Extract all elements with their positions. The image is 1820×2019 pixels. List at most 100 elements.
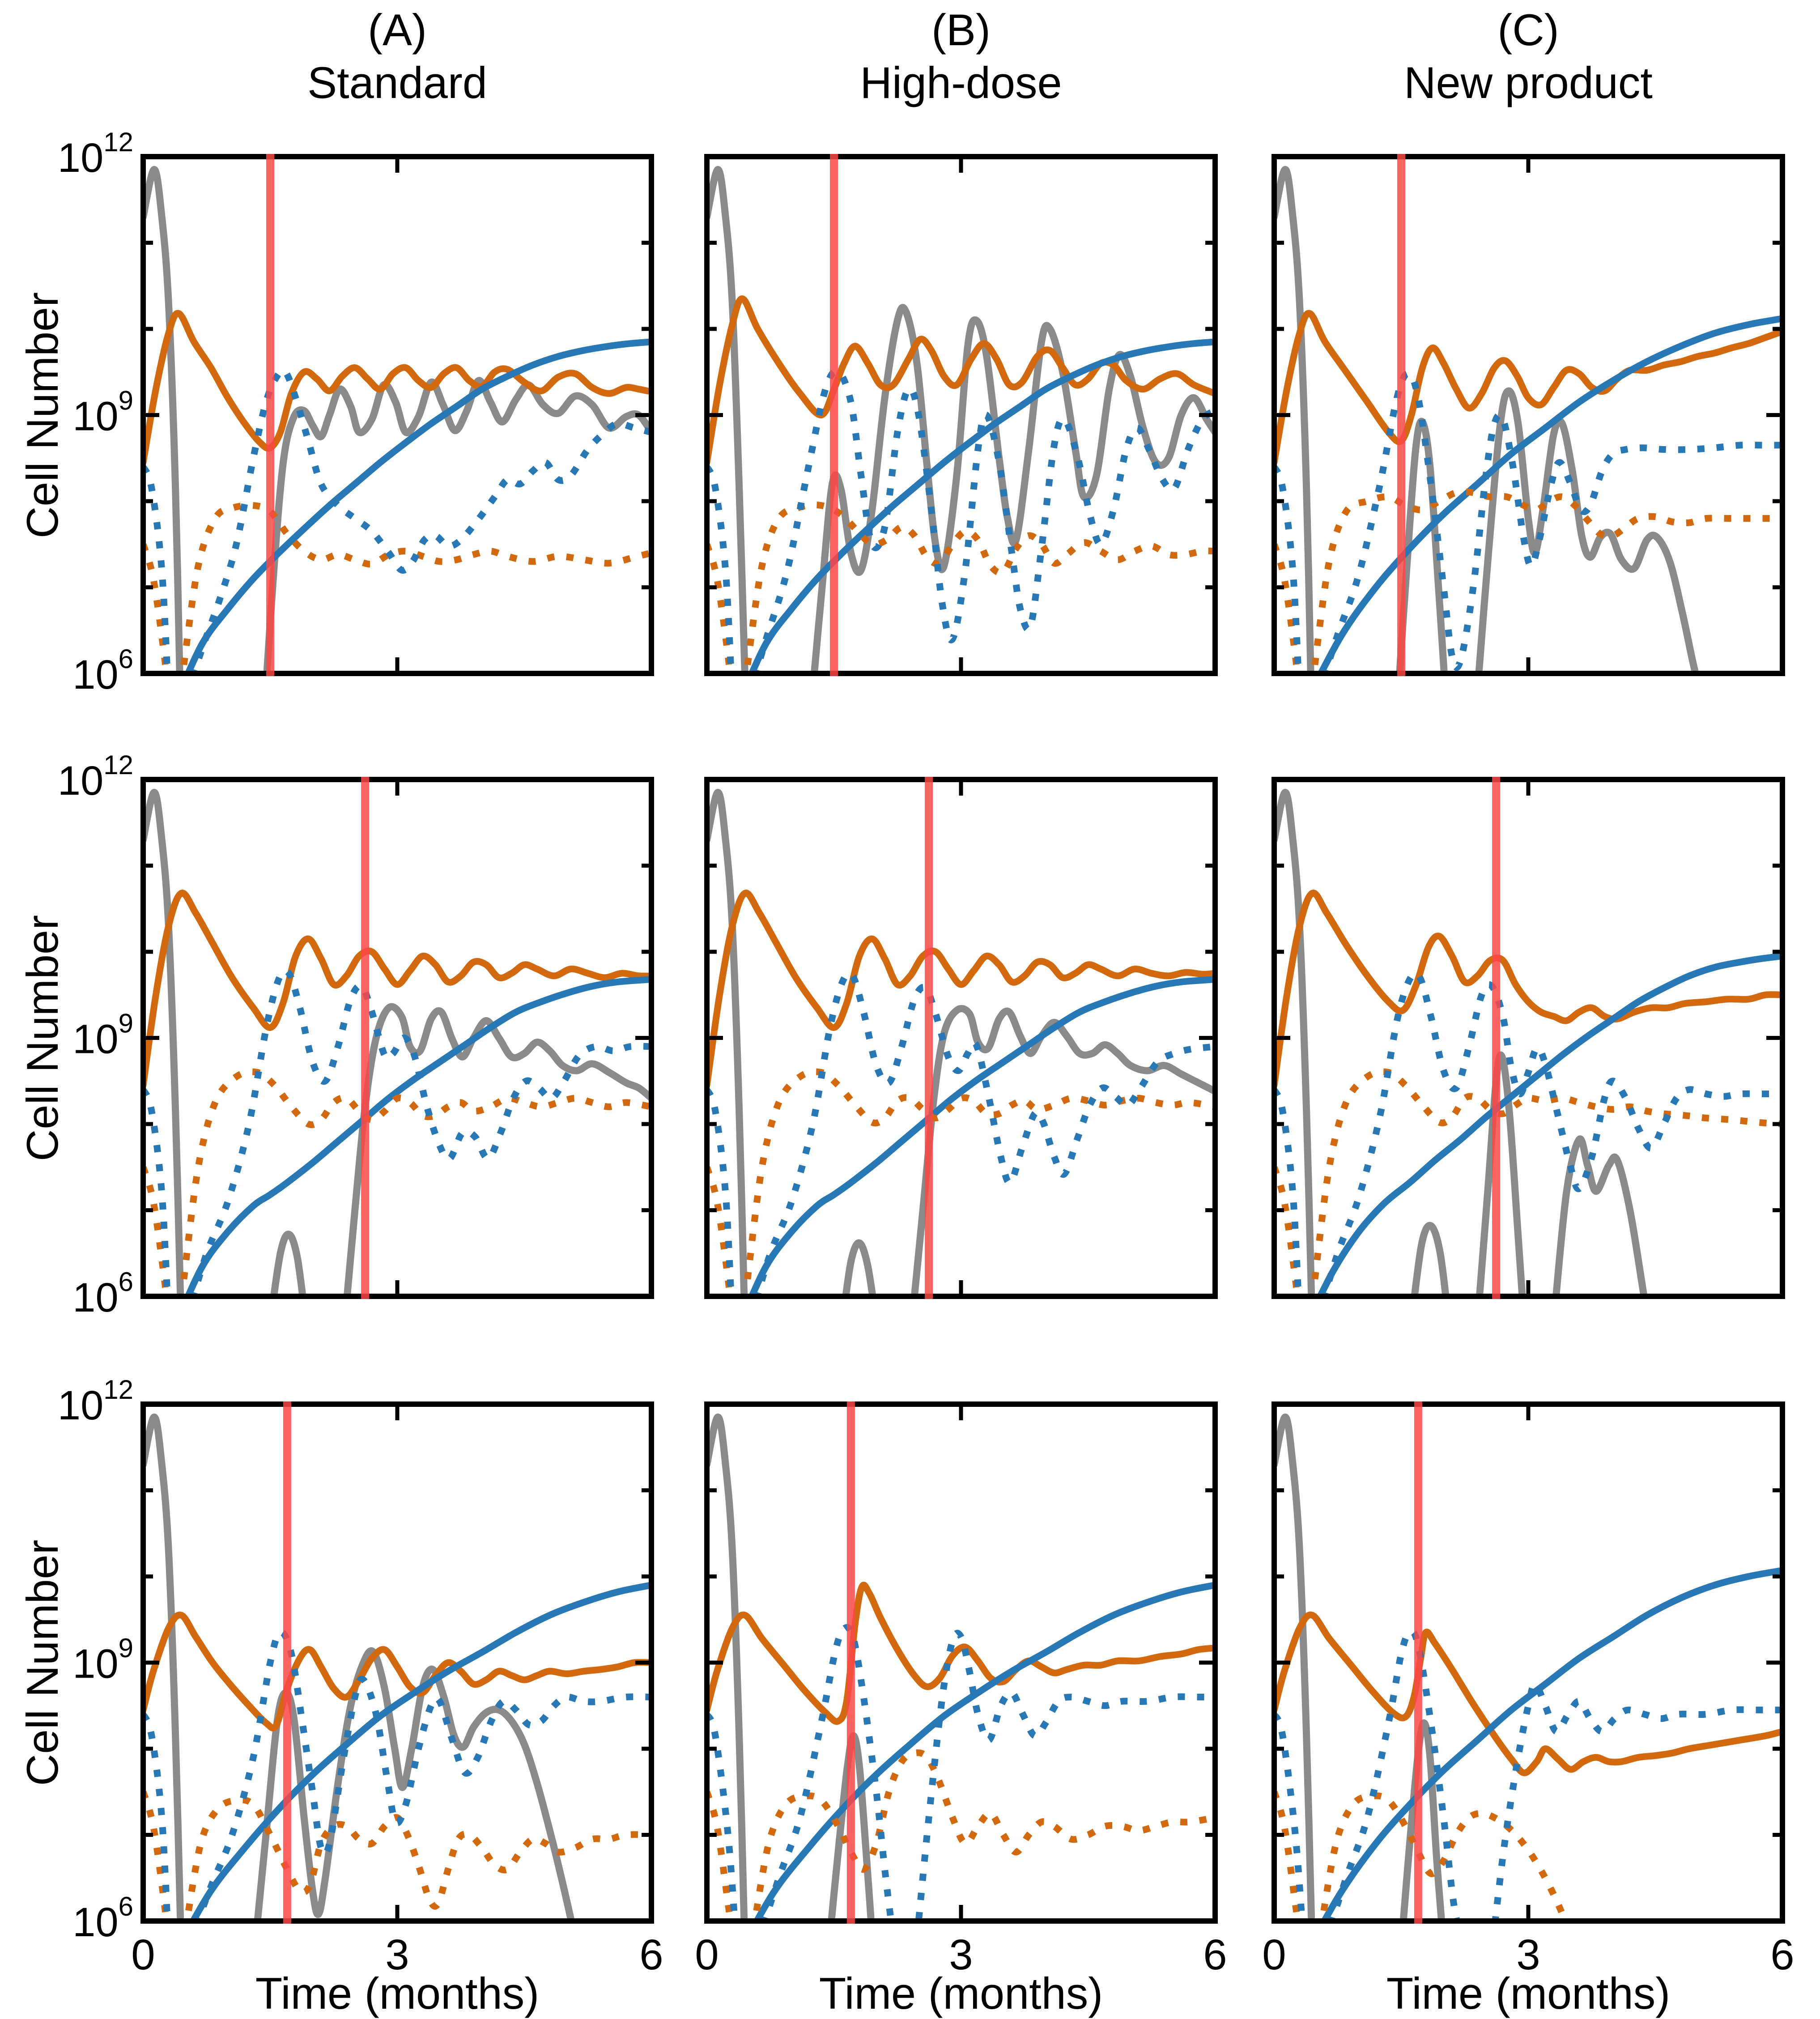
B1-blue-dotted-curve: [710, 465, 735, 671]
axes-box-C2: [1271, 777, 1785, 1299]
A1-orange-dotted-curve: [180, 502, 649, 665]
C2-orange-dotted-curve: [1277, 1166, 1301, 1294]
A2-blue-solid-curve: [185, 976, 649, 1294]
B2-blue-solid-curve: [749, 976, 1212, 1294]
C3-gray-solid-curve: [1400, 1719, 1445, 1918]
axes-box-C3: [1271, 1401, 1785, 1924]
A1-blue-dotted-curve: [146, 465, 171, 671]
x-tick-label-6-B: 6: [1203, 1931, 1227, 1979]
A3-blue-dotted-curve: [146, 1712, 171, 1918]
B2-orange-dotted-curve: [744, 1068, 1212, 1280]
B3-blue-solid-curve: [754, 1582, 1212, 1918]
B3-orange-solid-curve: [710, 1581, 1212, 1725]
x-axis-label-high-dose: Time (months): [819, 1968, 1103, 2018]
A3-gray-solid-curve: [254, 1647, 574, 1918]
treatment-label-new-product: New product: [1404, 58, 1653, 107]
x-tick-label-0-A: 0: [131, 1931, 155, 1979]
A2-orange-solid-curve: [146, 890, 649, 1087]
A1-gray-solid-curve: [146, 166, 183, 671]
curves-A1: [146, 166, 649, 671]
C3-orange-dotted-curve: [1277, 1791, 1301, 1918]
panel-B2: [704, 777, 1218, 1299]
C2-blue-dotted-curve: [1322, 970, 1780, 1294]
y-axis-label-row2: Cell Number: [17, 915, 67, 1161]
A3-blue-dotted-curve: [195, 1629, 649, 1918]
C3-blue-dotted-curve: [1492, 1681, 1780, 1918]
y-tick-label-10e9-row2: 109: [72, 1009, 133, 1062]
C1-orange-dotted-curve: [1277, 543, 1301, 671]
axes-box-A3: [140, 1401, 654, 1924]
C3-gray-solid-curve: [1277, 1413, 1315, 1918]
C2-gray-solid-curve: [1552, 1135, 1647, 1294]
panel-letter-a: (A): [368, 5, 427, 55]
y-tick-label-10e6-row3: 106: [72, 1891, 133, 1945]
A2-gray-solid-curve: [146, 788, 184, 1294]
x-tick-label-0-C: 0: [1262, 1931, 1286, 1979]
x-tick-label-3-C: 3: [1516, 1931, 1540, 1979]
B2-gray-solid-curve: [842, 1239, 876, 1294]
axes-box-B1: [704, 154, 1218, 676]
A2-orange-dotted-curve: [180, 1068, 649, 1280]
A3-orange-dotted-curve: [146, 1791, 170, 1918]
y-axis-label-row3: Cell Number: [17, 1539, 67, 1786]
x-tick-label-0-B: 0: [695, 1931, 719, 1979]
A1-orange-dotted-curve: [146, 543, 170, 671]
column-title-new-product: (C) New product: [1260, 4, 1797, 109]
A1-orange-solid-curve: [146, 310, 649, 464]
B2-gray-solid-curve: [911, 1005, 1212, 1294]
C1-orange-dotted-curve: [1311, 488, 1780, 665]
B2-blue-dotted-curve: [754, 970, 1212, 1294]
A3-orange-solid-curve: [146, 1611, 649, 1732]
y-tick-label-10e6-row1: 106: [72, 644, 133, 698]
C2-orange-dotted-curve: [1311, 1068, 1780, 1280]
panel-C2: [1271, 777, 1785, 1299]
curves-C3: [1277, 1413, 1780, 1918]
B1-orange-dotted-curve: [710, 543, 733, 671]
y-tick-label-10e6-row2: 106: [72, 1267, 133, 1320]
A2-orange-dotted-curve: [146, 1166, 170, 1294]
B1-blue-dotted-curve: [753, 368, 1212, 671]
C3-orange-solid-curve: [1277, 1611, 1780, 1776]
B3-orange-dotted-curve: [752, 1749, 1212, 1918]
C3-blue-dotted-curve: [1277, 1712, 1305, 1918]
B3-blue-dotted-curve: [915, 1630, 1212, 1918]
C1-blue-solid-curve: [1318, 315, 1780, 671]
A3-orange-dotted-curve: [184, 1796, 649, 1918]
x-tick-label-3-B: 3: [949, 1931, 973, 1979]
panel-C3: 0 3 6: [1262, 1401, 1794, 1979]
panel-letter-c: (C): [1497, 5, 1559, 55]
A2-gray-solid-curve: [344, 1003, 649, 1294]
B3-blue-dotted-curve: [762, 1624, 894, 1918]
C1-gray-solid-curve: [1277, 166, 1314, 671]
C2-blue-dotted-curve: [1277, 1088, 1302, 1294]
curves-A3: [146, 1413, 649, 1918]
B2-gray-solid-curve: [710, 788, 748, 1294]
curves-A2: [146, 788, 649, 1294]
A2-gray-solid-curve: [270, 1231, 306, 1294]
panel-B3: 0 3 6: [695, 1401, 1227, 1979]
A1-blue-dotted-curve: [191, 367, 649, 671]
B2-orange-solid-curve: [710, 890, 1212, 1087]
C2-gray-solid-curve: [1411, 1222, 1449, 1294]
C1-blue-dotted-curve: [1277, 465, 1302, 671]
panel-C1: [1271, 154, 1785, 676]
x-axis-label-new-product: Time (months): [1386, 1968, 1671, 2018]
column-title-high-dose: (B) High-dose: [693, 4, 1229, 109]
x-tick-label-6-C: 6: [1770, 1931, 1794, 1979]
y-axis-label-row1: Cell Number: [17, 292, 67, 538]
B3-orange-dotted-curve: [710, 1791, 734, 1918]
C2-gray-solid-curve: [1277, 788, 1315, 1294]
A3-gray-solid-curve: [146, 1413, 184, 1918]
x-axis-label-standard: Time (months): [255, 1968, 540, 2018]
axes-box-B2: [704, 777, 1218, 1299]
x-tick-label-3-A: 3: [385, 1931, 409, 1979]
curves-C2: [1277, 788, 1780, 1294]
y-tick-label-10e12-row3: 1012: [58, 1375, 133, 1428]
x-tick-label-6-A: 6: [639, 1931, 663, 1979]
axes-box-A2: [140, 777, 654, 1299]
C2-orange-solid-curve: [1277, 890, 1780, 1087]
panel-B1: [704, 154, 1218, 676]
